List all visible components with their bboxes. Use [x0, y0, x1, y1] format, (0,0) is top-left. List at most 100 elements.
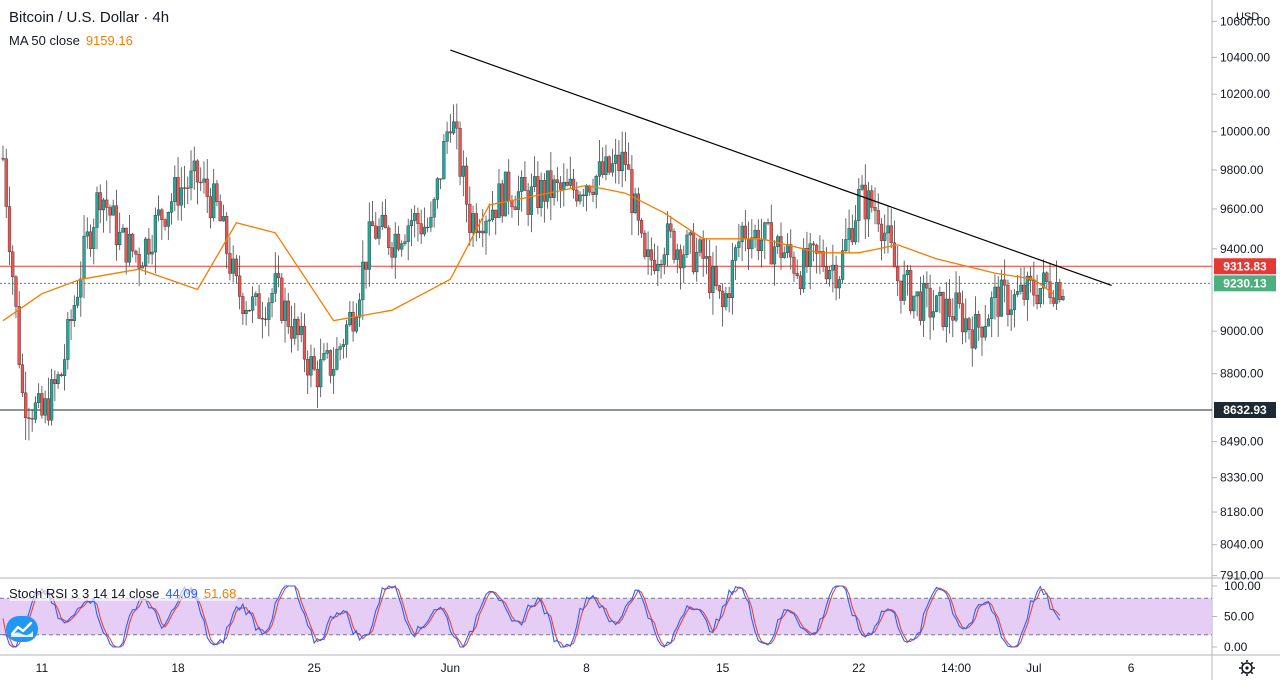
candle-body	[860, 184, 864, 190]
candle-body	[828, 270, 832, 280]
candle-body	[704, 256, 709, 259]
candle-body	[902, 274, 906, 301]
candle-body	[691, 232, 696, 273]
candle-body	[221, 216, 226, 222]
candle-body	[824, 266, 828, 280]
stoch-d-value: 51.68	[203, 586, 237, 601]
settings-gear-icon[interactable]	[1239, 660, 1255, 676]
candle-body	[202, 178, 206, 183]
candle-body	[27, 417, 31, 419]
price-axis-layer[interactable]: 10600.00 10400.00 10200.00 10000.00 9800.00 9…	[1212, 11, 1276, 654]
support-level-label: 8632.93	[1223, 403, 1267, 417]
candle-body	[730, 260, 734, 298]
candle-body	[481, 230, 485, 234]
candle-body	[737, 241, 741, 248]
candle-body	[82, 235, 86, 279]
candle-body	[195, 160, 200, 183]
candle-body	[332, 369, 336, 376]
candle-body	[312, 356, 316, 370]
candle-body	[59, 374, 63, 376]
candle-body	[565, 181, 569, 186]
candle-body	[442, 141, 446, 180]
candle-body	[40, 393, 44, 416]
candle-body	[354, 316, 358, 332]
candle-body	[503, 171, 508, 217]
trendline	[450, 49, 1112, 286]
candle-body	[500, 183, 504, 217]
candle-body	[610, 163, 615, 173]
candle-body	[218, 201, 222, 222]
time-axis-layer[interactable]: 11 18 25 Jun 8 15 22 14:00 Jul 6	[36, 661, 1135, 675]
candle-body	[309, 356, 313, 376]
candle-body	[685, 234, 689, 255]
rsi-tick-label: 100.00	[1224, 579, 1261, 593]
candle-body	[98, 192, 102, 211]
candle-body	[815, 244, 819, 254]
candle-body	[1016, 291, 1020, 295]
candle-body	[999, 279, 1004, 317]
candle-body	[280, 277, 284, 321]
price-tick-label: 9600.00	[1220, 202, 1264, 216]
interval-label: 4h	[152, 9, 170, 26]
candle-body	[247, 310, 251, 312]
candle-body	[711, 266, 715, 293]
candle-body	[669, 223, 673, 232]
candle-body	[234, 258, 238, 277]
candle-body	[315, 368, 320, 388]
candle-body	[915, 291, 919, 297]
price-tick-label: 10400.00	[1220, 50, 1270, 64]
candle-body	[56, 374, 60, 385]
candle-body	[387, 227, 391, 248]
candle-body	[935, 295, 939, 312]
candle-body	[656, 263, 660, 271]
candle-body	[594, 176, 598, 195]
candle-body	[131, 233, 135, 252]
candle-body	[721, 290, 725, 308]
candle-body	[322, 353, 326, 360]
candle-body	[740, 225, 744, 243]
candle-body	[536, 176, 540, 208]
candle-body	[857, 189, 861, 221]
candle-body	[662, 254, 666, 265]
candle-body	[299, 325, 303, 335]
candle-body	[212, 183, 216, 219]
candle-body	[1006, 284, 1010, 315]
candle-body	[529, 186, 533, 215]
candle-body	[782, 252, 786, 258]
candle-body	[1038, 288, 1042, 305]
candle-body	[53, 379, 57, 385]
tradingview-logo-icon[interactable]	[6, 616, 38, 642]
candle-body	[575, 189, 579, 202]
candle-body	[163, 219, 167, 227]
candle-body	[990, 297, 994, 319]
price-tick-label: 8180.00	[1220, 505, 1264, 519]
candle-body	[756, 230, 760, 252]
ma-label: MA 50 close	[9, 33, 80, 48]
stoch-rsi-legend[interactable]: Stoch RSI 3 3 14 14 close 44.09 51.68	[9, 586, 237, 601]
resistance-level-badge	[1214, 258, 1276, 275]
price-tick-label: 8490.00	[1220, 435, 1264, 449]
candle-body	[199, 181, 203, 184]
symbol-legend[interactable]: Bitcoin / U.S. Dollar · 4h	[9, 9, 169, 26]
candle-body	[416, 213, 420, 224]
candle-body	[455, 121, 459, 129]
candle-body	[179, 187, 183, 206]
candle-body	[383, 214, 388, 229]
ma50-line	[2, 184, 1054, 322]
candle-body	[114, 205, 119, 246]
ma-legend[interactable]: MA 50 close 9159.16	[9, 33, 133, 48]
candle-body	[92, 227, 96, 249]
candle-body	[189, 170, 193, 189]
candle-body	[571, 178, 576, 191]
candle-body	[1019, 284, 1023, 292]
candle-body	[912, 295, 916, 312]
candle-body	[863, 184, 867, 220]
candle-body	[516, 191, 521, 210]
stoch-k-value: 44.09	[165, 586, 198, 601]
candle-body	[873, 207, 877, 211]
candle-body	[947, 298, 952, 317]
candle-body	[231, 258, 235, 274]
candle-body	[208, 196, 213, 219]
